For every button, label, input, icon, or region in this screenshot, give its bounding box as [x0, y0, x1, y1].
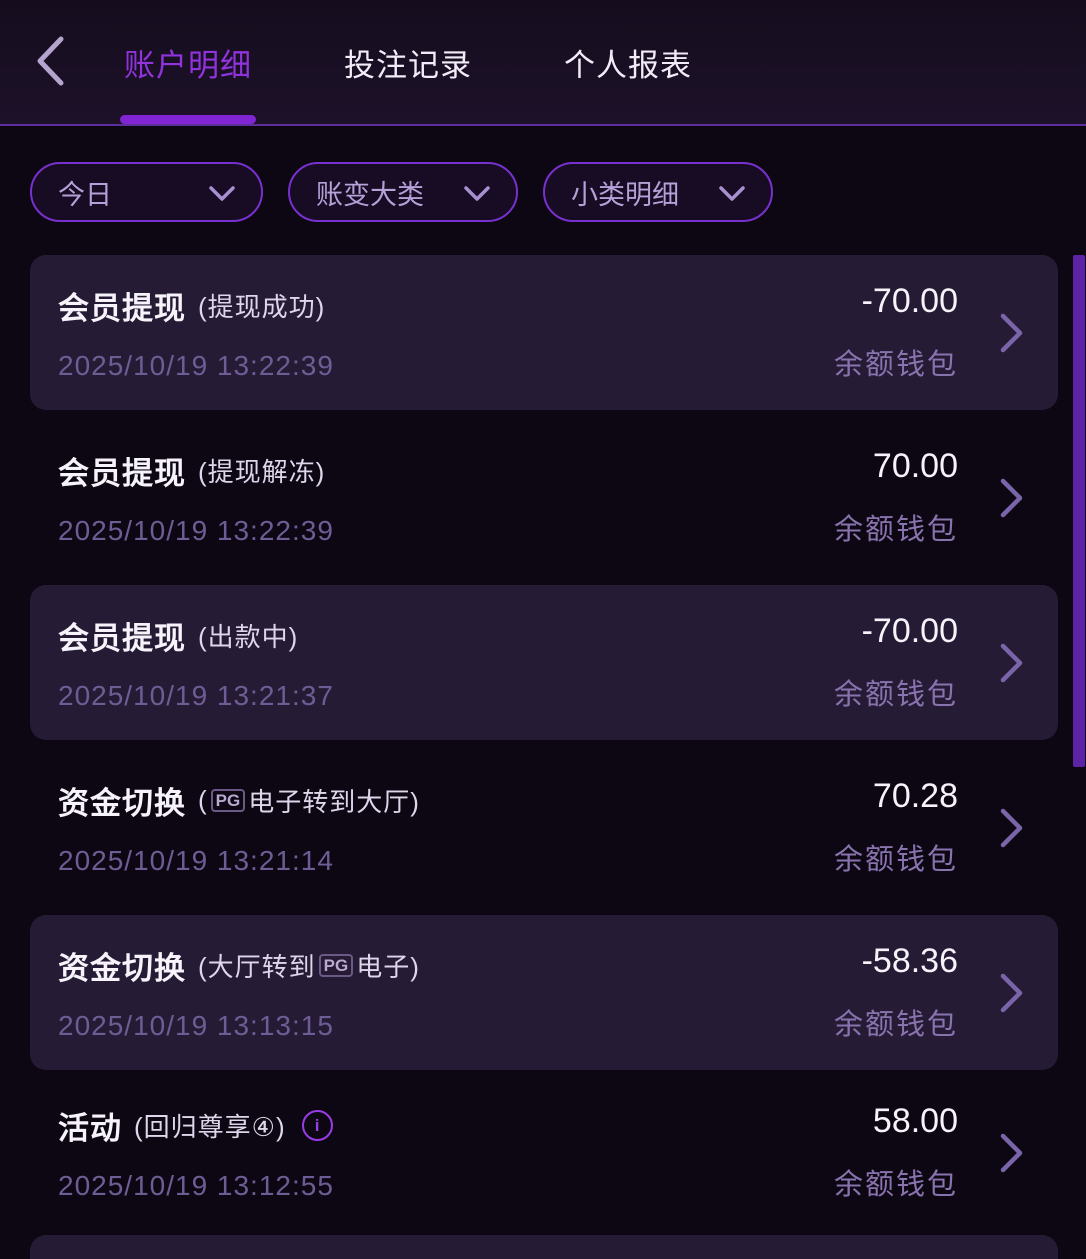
item-right: 58.00 余额钱包	[834, 1102, 958, 1203]
list-item-partial[interactable]	[30, 1235, 1058, 1259]
chevron-right-icon	[1000, 973, 1024, 1013]
pg-logo-icon: PG	[210, 789, 246, 812]
item-timestamp: 2025/10/19 13:22:39	[58, 350, 334, 381]
item-subtitle: (大厅转到 PG 电子)	[198, 952, 420, 982]
item-amount: 58.00	[872, 1102, 958, 1140]
chevron-right-icon	[1000, 313, 1024, 353]
tab-label: 投注记录	[344, 47, 472, 83]
item-subtitle: (提现成功)	[198, 292, 326, 322]
list-item[interactable]: 活动 (回归尊享④) i 2025/10/19 13:12:55 58.00 余…	[30, 1080, 1058, 1225]
item-amount: 70.28	[872, 777, 958, 815]
item-right: 70.28 余额钱包	[834, 777, 958, 878]
active-tab-underline	[120, 115, 256, 124]
tab-account-details[interactable]: 账户明细	[120, 0, 256, 124]
pg-logo-icon: PG	[318, 954, 354, 977]
item-amount: -58.36	[861, 942, 958, 980]
item-wallet-label: 余额钱包	[833, 844, 958, 876]
back-button[interactable]	[28, 34, 72, 90]
chevron-right-icon	[1000, 808, 1024, 848]
list-item[interactable]: 会员提现 (提现解冻) i 2025/10/19 13:22:39 70.00 …	[30, 420, 1058, 575]
filter-bar: 今日 账变大类 小类明细	[30, 162, 1086, 222]
tab-personal-reports[interactable]: 个人报表	[564, 0, 692, 124]
item-left: 活动 (回归尊享④) i 2025/10/19 13:12:55	[58, 1103, 834, 1202]
item-subtitle: (出款中)	[198, 622, 299, 652]
chevron-left-icon	[35, 35, 65, 90]
tab-label: 个人报表	[564, 47, 692, 83]
item-title: 会员提现	[58, 456, 186, 491]
item-timestamp: 2025/10/19 13:21:37	[58, 680, 334, 711]
filter-label: 小类明细	[571, 179, 679, 210]
item-wallet-label: 余额钱包	[833, 679, 958, 711]
item-subtitle: (提现解冻)	[198, 457, 326, 487]
item-wallet-label: 余额钱包	[833, 1009, 958, 1041]
list-item[interactable]: 会员提现 (提现成功) i 2025/10/19 13:22:39 -70.00…	[30, 255, 1058, 410]
filter-label: 账变大类	[316, 179, 424, 210]
item-left: 会员提现 (出款中) i 2025/10/19 13:21:37	[58, 613, 834, 712]
tab-bar: 账户明细 投注记录 个人报表	[120, 0, 692, 124]
item-amount: 70.00	[872, 447, 958, 485]
tab-label: 账户明细	[124, 47, 252, 83]
item-timestamp: 2025/10/19 13:21:14	[58, 845, 334, 876]
list-item[interactable]: 资金切换 ( PG 电子转到大厅) i 2025/10/19 13:21:14 …	[30, 750, 1058, 905]
item-title: 会员提现	[58, 621, 186, 656]
chevron-right-icon	[1000, 1133, 1024, 1173]
list-item[interactable]: 资金切换 (大厅转到 PG 电子) i 2025/10/19 13:13:15 …	[30, 915, 1058, 1070]
item-wallet-label: 余额钱包	[833, 514, 958, 546]
item-title: 活动	[58, 1111, 122, 1146]
chevron-right-icon	[1000, 643, 1024, 683]
item-left: 资金切换 (大厅转到 PG 电子) i 2025/10/19 13:13:15	[58, 943, 834, 1042]
item-right: -70.00 余额钱包	[834, 282, 958, 383]
item-title: 会员提现	[58, 291, 186, 326]
item-wallet-label: 余额钱包	[833, 349, 958, 381]
transaction-list: 会员提现 (提现成功) i 2025/10/19 13:22:39 -70.00…	[30, 255, 1058, 1259]
item-subtitle: (回归尊享④)	[134, 1112, 286, 1142]
item-timestamp: 2025/10/19 13:13:15	[58, 1010, 334, 1041]
filter-category[interactable]: 账变大类	[288, 162, 518, 222]
scrollbar-thumb[interactable]	[1073, 255, 1085, 767]
info-icon[interactable]: i	[301, 1110, 333, 1141]
item-amount: -70.00	[861, 282, 958, 320]
item-title: 资金切换	[58, 786, 186, 821]
filter-subcategory[interactable]: 小类明细	[543, 162, 773, 222]
filter-date-range[interactable]: 今日	[30, 162, 263, 222]
list-item[interactable]: 会员提现 (出款中) i 2025/10/19 13:21:37 -70.00 …	[30, 585, 1058, 740]
item-left: 会员提现 (提现成功) i 2025/10/19 13:22:39	[58, 283, 834, 382]
chevron-down-icon	[450, 177, 490, 208]
chevron-down-icon	[705, 177, 745, 208]
item-amount: -70.00	[861, 612, 958, 650]
item-right: 70.00 余额钱包	[834, 447, 958, 548]
item-subtitle: ( PG 电子转到大厅)	[198, 785, 420, 817]
item-timestamp: 2025/10/19 13:22:39	[58, 515, 334, 546]
header: 账户明细 投注记录 个人报表	[0, 0, 1086, 126]
item-left: 资金切换 ( PG 电子转到大厅) i 2025/10/19 13:21:14	[58, 778, 834, 877]
item-title: 资金切换	[58, 951, 186, 986]
chevron-right-icon	[1000, 478, 1024, 518]
item-wallet-label: 余额钱包	[833, 1169, 958, 1201]
item-left: 会员提现 (提现解冻) i 2025/10/19 13:22:39	[58, 448, 834, 547]
filter-label: 今日	[58, 179, 112, 210]
item-timestamp: 2025/10/19 13:12:55	[58, 1170, 334, 1201]
item-right: -58.36 余额钱包	[834, 942, 958, 1043]
tab-bet-records[interactable]: 投注记录	[344, 0, 472, 124]
item-right: -70.00 余额钱包	[834, 612, 958, 713]
chevron-down-icon	[195, 177, 235, 208]
